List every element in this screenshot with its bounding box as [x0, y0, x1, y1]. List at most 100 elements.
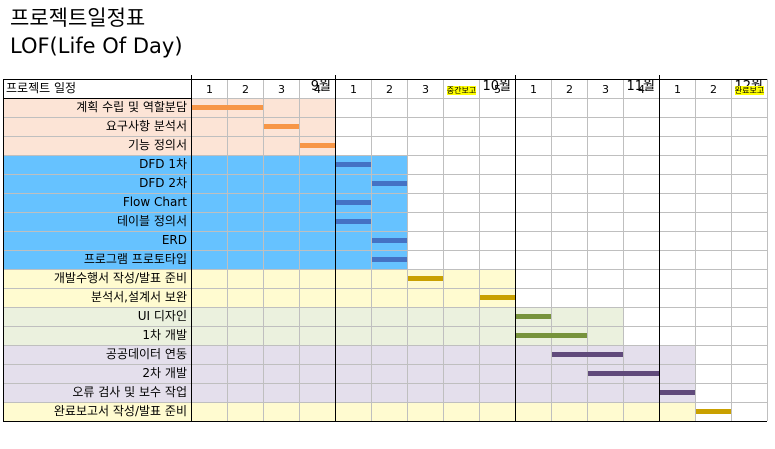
grid-hline [3, 117, 767, 118]
task-bar [696, 409, 731, 414]
task-bar [336, 200, 371, 205]
task-label: ERD [161, 233, 187, 247]
row-fill [3, 288, 515, 307]
task-label: 1차 개발 [142, 328, 187, 342]
week-label: 1 [206, 83, 213, 96]
task-bar [264, 124, 299, 129]
grid-hline [3, 288, 767, 289]
task-label: 테이블 정의서 [116, 214, 187, 228]
task-bar [300, 143, 335, 148]
grid-hline [3, 269, 767, 270]
row-fill [3, 345, 695, 364]
task-bar [372, 238, 407, 243]
week-label: 2 [566, 83, 573, 96]
row-fill [3, 307, 623, 326]
row-fill [3, 174, 407, 193]
task-bar [516, 314, 551, 319]
task-bar [516, 333, 587, 338]
week-label: 3 [422, 83, 429, 96]
task-bar [336, 219, 371, 224]
grid-hline [3, 307, 767, 308]
task-bar [552, 352, 623, 357]
task-label: DFD 2차 [139, 176, 187, 190]
grid-hline [3, 383, 767, 384]
week-label: 2 [386, 83, 393, 96]
task-bar [588, 371, 659, 376]
page-subtitle: LOF(Life Of Day) [10, 34, 183, 58]
grid-hline [3, 174, 767, 175]
row-fill [3, 383, 695, 402]
grid-hline [3, 231, 767, 232]
label-border [3, 79, 4, 421]
week-label: 5 [494, 83, 501, 96]
row-fill [3, 212, 407, 231]
task-bar [480, 295, 515, 300]
task-label: 공공데이터 연동 [105, 347, 187, 361]
month-label: 10월 [482, 79, 511, 94]
task-bar [192, 105, 263, 110]
week-label: 2 [710, 83, 717, 96]
month-label: 9월 [310, 79, 331, 94]
task-label: 요구사항 분석서 [105, 119, 187, 133]
task-bar [408, 276, 443, 281]
week-label: 3 [602, 83, 609, 96]
month-divider [659, 75, 660, 421]
month-divider [515, 75, 516, 421]
task-label: 완료보고서 작성/발표 준비 [53, 404, 187, 418]
milestone-badge: 중간보고 [446, 86, 477, 95]
task-label: 프로그램 프로토타입 [83, 252, 187, 266]
milestone-label: 중간보고 [444, 80, 479, 99]
table-border-right [767, 79, 768, 421]
task-label: 계획 수립 및 역할분담 [76, 100, 187, 114]
week-label: 3 [278, 83, 285, 96]
week-label: 1 [674, 83, 681, 96]
header-separator [3, 98, 191, 99]
task-bar [372, 181, 407, 186]
month-divider [191, 75, 192, 421]
row-fill [3, 231, 407, 250]
milestone-badge: 완료보고 [734, 86, 765, 95]
grid-hline [3, 250, 767, 251]
week-label: 2 [242, 83, 249, 96]
task-bar [336, 162, 371, 167]
week-label: 1 [350, 83, 357, 96]
row-fill [3, 193, 407, 212]
grid-hline [3, 136, 767, 137]
task-label: 기능 정의서 [127, 138, 187, 152]
header-label: 프로젝트 일정 [6, 81, 77, 95]
grid-hline [3, 345, 767, 346]
month-divider [335, 75, 336, 421]
row-fill [3, 402, 695, 421]
task-label: 2차 개발 [142, 366, 187, 380]
row-fill [3, 155, 407, 174]
task-bar [660, 390, 695, 395]
milestone-label: 완료보고 [732, 80, 767, 99]
row-fill [3, 98, 335, 117]
task-label: 분석서,설계서 보완 [91, 290, 187, 304]
row-fill [3, 326, 623, 345]
week-label: 1 [530, 83, 537, 96]
week-label: 4 [638, 83, 645, 96]
task-label: Flow Chart [122, 195, 187, 209]
table-border-top [3, 79, 767, 80]
task-label: 개발수행서 작성/발표 준비 [53, 271, 187, 285]
task-label: DFD 1차 [139, 157, 187, 171]
row-fill [3, 269, 515, 288]
row-fill [3, 136, 335, 155]
grid-hline [3, 326, 767, 327]
grid-hline [3, 155, 767, 156]
page-title: 프로젝트일정표 [10, 6, 146, 30]
grid-hline [3, 212, 767, 213]
table-border-bottom [3, 421, 767, 422]
task-label: 오류 검사 및 보수 작업 [72, 385, 187, 399]
task-bar [372, 257, 407, 262]
grid-hline [3, 402, 767, 403]
row-fill [3, 250, 407, 269]
grid-hline [3, 193, 767, 194]
month-label: 11월 [626, 79, 655, 94]
grid-hline [3, 364, 767, 365]
grid-hline [3, 98, 767, 99]
row-fill [3, 117, 335, 136]
task-label: UI 디자인 [137, 309, 187, 323]
